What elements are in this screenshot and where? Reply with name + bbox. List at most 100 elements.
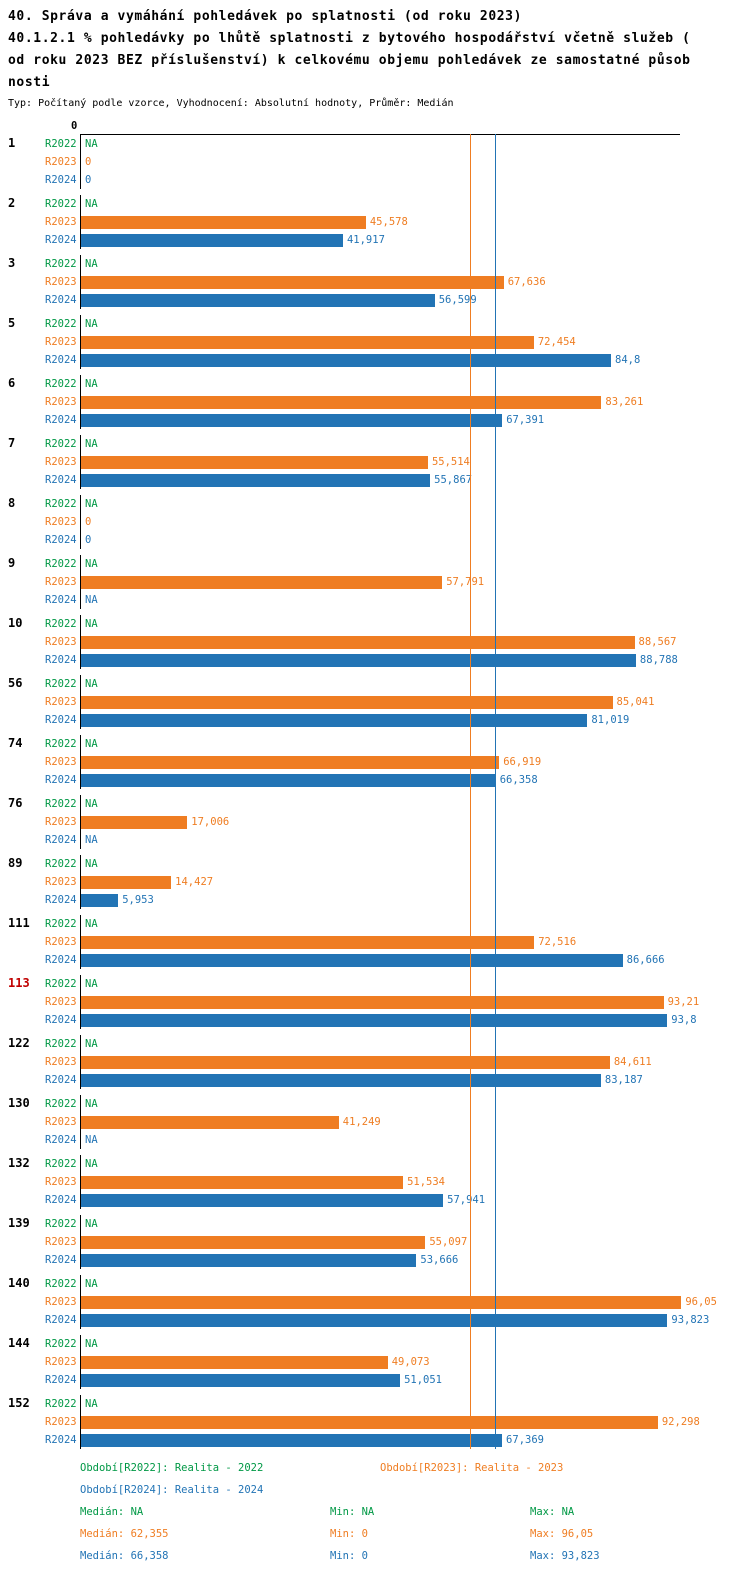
bar-value: NA: [85, 738, 98, 750]
series-label: R2024: [45, 1434, 77, 1446]
bar-cell: NA: [80, 831, 750, 849]
bar-cell: NA: [80, 975, 750, 993]
series-label: R2022: [45, 1158, 77, 1170]
max-r2022: Max: NA: [530, 1506, 575, 1518]
legend-r2022: Období[R2022]: Realita - 2022: [80, 1462, 264, 1474]
bar-cell: 88,788: [80, 651, 750, 669]
chart-row: R2024 NA: [0, 831, 750, 849]
bar-r2023: [81, 935, 535, 949]
group-id-label: 56: [8, 676, 23, 690]
chart-row: R2024 56,599: [0, 291, 750, 309]
legend-row-2: Období[R2024]: Realita - 2024: [80, 1479, 750, 1501]
series-label: R2022: [45, 918, 77, 930]
series-label: R2024: [45, 354, 77, 366]
bar-r2024: [81, 713, 588, 727]
bar-r2023: [81, 1295, 682, 1309]
bar-value: NA: [85, 918, 98, 930]
chart-row: R2023 66,919: [0, 753, 750, 771]
chart-row: R2022 NA: [0, 255, 750, 273]
bar-cell: 51,051: [80, 1371, 750, 1389]
chart-group: 74 R2022 NA R2023 66,919 R2024 66,358: [0, 735, 750, 789]
bar-cell: NA: [80, 1095, 750, 1113]
bar-value: 84,611: [613, 1056, 652, 1068]
chart-group: 2 R2022 NA R2023 45,578 R2024 41,917: [0, 195, 750, 249]
bar-cell: 14,427: [80, 873, 750, 891]
bar-value: 55,097: [429, 1236, 468, 1248]
group-id-label: 139: [8, 1216, 30, 1230]
chart-row: R2023 14,427: [0, 873, 750, 891]
indicator-title-line-2: od roku 2023 BEZ příslušenství) k celkov…: [8, 53, 691, 68]
bar-cell: 41,249: [80, 1113, 750, 1131]
chart-row: R2024 67,391: [0, 411, 750, 429]
bar-cell: NA: [80, 855, 750, 873]
bar-r2023: [81, 1415, 658, 1429]
series-label: R2022: [45, 738, 77, 750]
stats-row-r2022: Medián: NA Min: NA Max: NA: [80, 1501, 750, 1523]
bar-cell: 67,636: [80, 273, 750, 291]
bar-cell: 0: [80, 171, 750, 189]
group-id-label: 10: [8, 616, 23, 630]
group-id-label: 122: [8, 1036, 30, 1050]
chart-group: 8 R2022 NA R2023 0 R2024 0: [0, 495, 750, 549]
chart-row: R2023 0: [0, 513, 750, 531]
chart-row: R2023 88,567: [0, 633, 750, 651]
series-label: R2022: [45, 258, 77, 270]
series-label: R2024: [45, 894, 77, 906]
bar-value: NA: [85, 834, 98, 846]
chart-row: R2022 NA: [0, 735, 750, 753]
series-label: R2023: [45, 396, 77, 408]
series-label: R2024: [45, 294, 77, 306]
bar-value: NA: [85, 1158, 98, 1170]
bar-cell: 93,8: [80, 1011, 750, 1029]
bar-cell: NA: [80, 1275, 750, 1293]
series-label: R2024: [45, 1134, 77, 1146]
bar-cell: 55,867: [80, 471, 750, 489]
bar-value: 88,567: [638, 636, 677, 648]
bar-cell: NA: [80, 1215, 750, 1233]
max-r2023: Max: 96,05: [530, 1528, 594, 1540]
bar-cell: 66,919: [80, 753, 750, 771]
bar-value: 93,823: [671, 1314, 710, 1326]
bar-cell: NA: [80, 315, 750, 333]
chart-row: R2022 NA: [0, 675, 750, 693]
bar-value: 51,051: [404, 1374, 442, 1386]
series-label: R2022: [45, 1098, 77, 1110]
chart-group: 130 R2022 NA R2023 41,249 R2024 NA: [0, 1095, 750, 1149]
bar-cell: 93,823: [80, 1311, 750, 1329]
series-label: R2023: [45, 336, 77, 348]
series-label: R2023: [45, 456, 77, 468]
group-id-label: 89: [8, 856, 23, 870]
bar-value: 55,514: [431, 456, 470, 468]
chart-row: R2022 NA: [0, 135, 750, 153]
axis-top-line: [80, 134, 680, 135]
group-id-label: 132: [8, 1156, 30, 1170]
chart-row: R2023 57,791: [0, 573, 750, 591]
bar-r2023: [81, 695, 613, 709]
bar-cell: 17,006: [80, 813, 750, 831]
chart-row: R2023 93,21: [0, 993, 750, 1011]
legend-r2023: Období[R2023]: Realita - 2023: [380, 1462, 564, 1474]
chart-row: R2024 51,051: [0, 1371, 750, 1389]
series-label: R2023: [45, 156, 77, 168]
series-label: R2023: [45, 1116, 77, 1128]
bar-value: 51,534: [407, 1176, 446, 1188]
bar-cell: NA: [80, 435, 750, 453]
bar-r2024: [81, 233, 343, 247]
chart-row: R2024 5,953: [0, 891, 750, 909]
stats-row-r2024: Medián: 66,358 Min: 0 Max: 93,823: [80, 1545, 750, 1567]
bar-value: 83,187: [604, 1074, 643, 1086]
bar-value: NA: [85, 558, 98, 570]
bar-value: 88,788: [639, 654, 678, 666]
bar-cell: 83,261: [80, 393, 750, 411]
median-r2023: Medián: 62,355: [80, 1528, 169, 1540]
bar-cell: NA: [80, 1395, 750, 1413]
chart-row: R2023 51,534: [0, 1173, 750, 1191]
group-id-label: 152: [8, 1396, 30, 1410]
bar-value: NA: [85, 1134, 98, 1146]
page-title: 40. Správa a vymáhání pohledávek po spla…: [8, 9, 523, 24]
bar-value: 55,867: [434, 474, 473, 486]
bar-value: 84,8: [615, 354, 641, 366]
bar-value: NA: [85, 1098, 98, 1110]
bar-cell: 84,8: [80, 351, 750, 369]
bar-r2024: [81, 1193, 444, 1207]
